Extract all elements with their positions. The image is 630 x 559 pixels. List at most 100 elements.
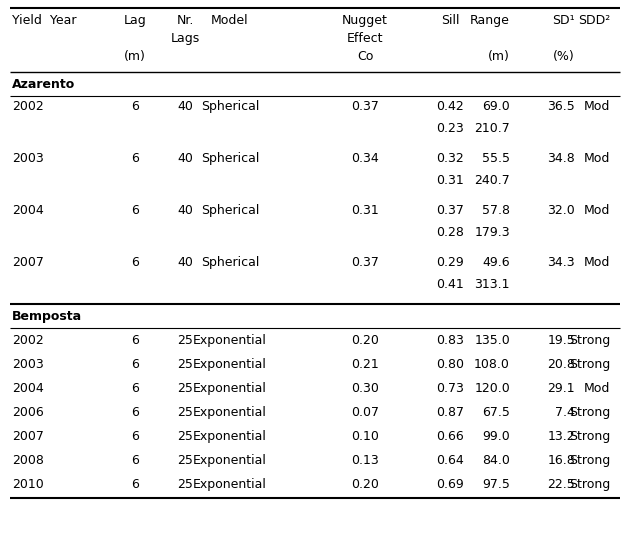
Text: 19.5: 19.5 bbox=[547, 334, 575, 347]
Text: 84.0: 84.0 bbox=[482, 454, 510, 467]
Text: 40: 40 bbox=[177, 152, 193, 165]
Text: 2003: 2003 bbox=[12, 152, 43, 165]
Text: 0.31: 0.31 bbox=[436, 174, 464, 187]
Text: 2006: 2006 bbox=[12, 406, 43, 419]
Text: Mod: Mod bbox=[583, 152, 610, 165]
Text: Spherical: Spherical bbox=[201, 152, 259, 165]
Text: 0.10: 0.10 bbox=[351, 430, 379, 443]
Text: Exponential: Exponential bbox=[193, 478, 267, 491]
Text: 0.34: 0.34 bbox=[351, 152, 379, 165]
Text: 0.23: 0.23 bbox=[436, 122, 464, 135]
Text: SDD²: SDD² bbox=[578, 14, 610, 27]
Text: 0.28: 0.28 bbox=[436, 226, 464, 239]
Text: 6: 6 bbox=[131, 358, 139, 371]
Text: Spherical: Spherical bbox=[201, 100, 259, 113]
Text: 40: 40 bbox=[177, 256, 193, 269]
Text: 0.73: 0.73 bbox=[436, 382, 464, 395]
Text: 120.0: 120.0 bbox=[474, 382, 510, 395]
Text: 6: 6 bbox=[131, 382, 139, 395]
Text: 0.31: 0.31 bbox=[351, 204, 379, 217]
Text: 67.5: 67.5 bbox=[482, 406, 510, 419]
Text: 34.3: 34.3 bbox=[547, 256, 575, 269]
Text: 2010: 2010 bbox=[12, 478, 43, 491]
Text: 97.5: 97.5 bbox=[482, 478, 510, 491]
Text: 16.8: 16.8 bbox=[547, 454, 575, 467]
Text: 6: 6 bbox=[131, 334, 139, 347]
Text: 0.32: 0.32 bbox=[436, 152, 464, 165]
Text: 25: 25 bbox=[177, 406, 193, 419]
Text: 2007: 2007 bbox=[12, 430, 44, 443]
Text: 2007: 2007 bbox=[12, 256, 44, 269]
Text: Sill: Sill bbox=[441, 14, 459, 27]
Text: 0.83: 0.83 bbox=[436, 334, 464, 347]
Text: Exponential: Exponential bbox=[193, 406, 267, 419]
Text: Effect: Effect bbox=[346, 32, 383, 45]
Text: 25: 25 bbox=[177, 454, 193, 467]
Text: 99.0: 99.0 bbox=[482, 430, 510, 443]
Text: 49.6: 49.6 bbox=[483, 256, 510, 269]
Text: 2002: 2002 bbox=[12, 100, 43, 113]
Text: 69.0: 69.0 bbox=[482, 100, 510, 113]
Text: Model: Model bbox=[211, 14, 249, 27]
Text: 2004: 2004 bbox=[12, 382, 43, 395]
Text: 40: 40 bbox=[177, 100, 193, 113]
Text: 313.1: 313.1 bbox=[474, 278, 510, 291]
Text: Exponential: Exponential bbox=[193, 382, 267, 395]
Text: Bemposta: Bemposta bbox=[12, 310, 82, 323]
Text: 135.0: 135.0 bbox=[474, 334, 510, 347]
Text: 22.5: 22.5 bbox=[547, 478, 575, 491]
Text: Azarento: Azarento bbox=[12, 78, 75, 91]
Text: Mod: Mod bbox=[583, 382, 610, 395]
Text: 34.8: 34.8 bbox=[547, 152, 575, 165]
Text: Strong: Strong bbox=[569, 478, 610, 491]
Text: Nugget: Nugget bbox=[342, 14, 388, 27]
Text: 0.29: 0.29 bbox=[436, 256, 464, 269]
Text: Mod: Mod bbox=[583, 256, 610, 269]
Text: 36.5: 36.5 bbox=[547, 100, 575, 113]
Text: 7.4: 7.4 bbox=[555, 406, 575, 419]
Text: 2002: 2002 bbox=[12, 334, 43, 347]
Text: Strong: Strong bbox=[569, 406, 610, 419]
Text: 2008: 2008 bbox=[12, 454, 44, 467]
Text: 13.2: 13.2 bbox=[547, 430, 575, 443]
Text: Nr.: Nr. bbox=[176, 14, 193, 27]
Text: 32.0: 32.0 bbox=[547, 204, 575, 217]
Text: 240.7: 240.7 bbox=[474, 174, 510, 187]
Text: 0.42: 0.42 bbox=[436, 100, 464, 113]
Text: 20.8: 20.8 bbox=[547, 358, 575, 371]
Text: 0.07: 0.07 bbox=[351, 406, 379, 419]
Text: 6: 6 bbox=[131, 430, 139, 443]
Text: 55.5: 55.5 bbox=[482, 152, 510, 165]
Text: 0.80: 0.80 bbox=[436, 358, 464, 371]
Text: Exponential: Exponential bbox=[193, 334, 267, 347]
Text: (m): (m) bbox=[488, 50, 510, 63]
Text: 0.30: 0.30 bbox=[351, 382, 379, 395]
Text: Spherical: Spherical bbox=[201, 256, 259, 269]
Text: 0.37: 0.37 bbox=[351, 256, 379, 269]
Text: 108.0: 108.0 bbox=[474, 358, 510, 371]
Text: Co: Co bbox=[357, 50, 373, 63]
Text: (m): (m) bbox=[124, 50, 146, 63]
Text: Strong: Strong bbox=[569, 454, 610, 467]
Text: Yield  Year: Yield Year bbox=[12, 14, 76, 27]
Text: Exponential: Exponential bbox=[193, 358, 267, 371]
Text: 6: 6 bbox=[131, 152, 139, 165]
Text: 2003: 2003 bbox=[12, 358, 43, 371]
Text: 25: 25 bbox=[177, 358, 193, 371]
Text: 0.20: 0.20 bbox=[351, 478, 379, 491]
Text: 40: 40 bbox=[177, 204, 193, 217]
Text: 0.37: 0.37 bbox=[351, 100, 379, 113]
Text: 0.21: 0.21 bbox=[351, 358, 379, 371]
Text: 179.3: 179.3 bbox=[474, 226, 510, 239]
Text: 25: 25 bbox=[177, 334, 193, 347]
Text: 25: 25 bbox=[177, 478, 193, 491]
Text: (%): (%) bbox=[553, 50, 575, 63]
Text: 57.8: 57.8 bbox=[482, 204, 510, 217]
Text: 0.66: 0.66 bbox=[436, 430, 464, 443]
Text: Exponential: Exponential bbox=[193, 430, 267, 443]
Text: Strong: Strong bbox=[569, 430, 610, 443]
Text: 6: 6 bbox=[131, 256, 139, 269]
Text: Mod: Mod bbox=[583, 204, 610, 217]
Text: Strong: Strong bbox=[569, 358, 610, 371]
Text: SD¹: SD¹ bbox=[553, 14, 575, 27]
